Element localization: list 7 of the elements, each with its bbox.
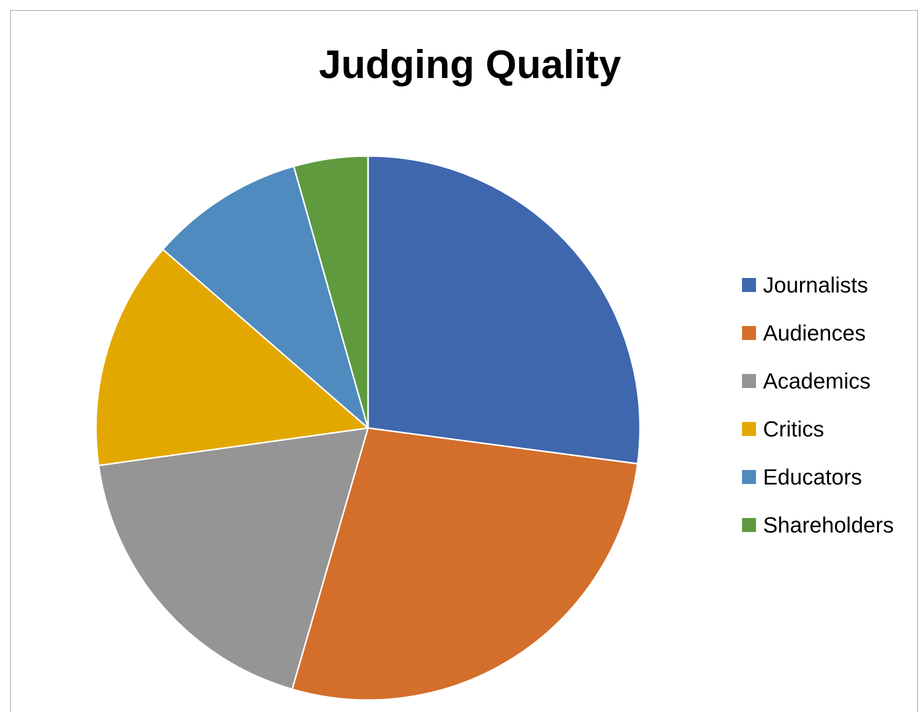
legend-label: Critics (763, 416, 824, 442)
legend-label: Academics (763, 368, 871, 394)
legend-label: Educators (763, 464, 862, 490)
legend-label: Journalists (763, 272, 868, 298)
legend-label: Shareholders (763, 512, 894, 538)
chart-title: Judging Quality (318, 43, 622, 87)
legend-label: Audiences (763, 320, 866, 346)
